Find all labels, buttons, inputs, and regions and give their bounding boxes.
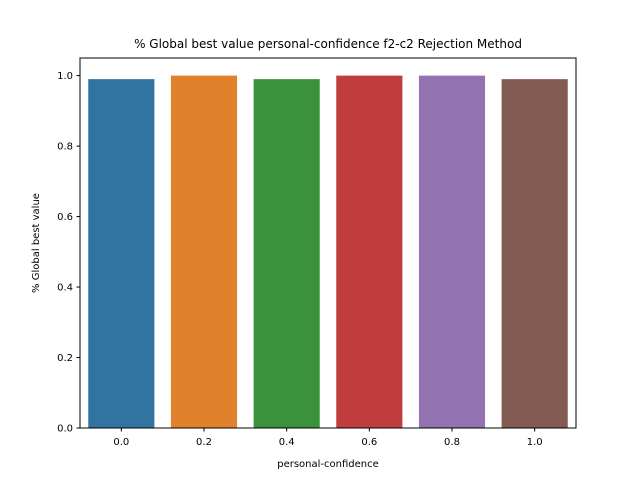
y-tick-label: 0.4 (57, 283, 73, 294)
bar-0.8 (418, 75, 486, 428)
y-axis-ticks: 0.0 0.2 0.4 0.6 0.8 1.0 (57, 71, 80, 435)
bar-1.0 (501, 79, 568, 429)
x-tick-label: 0.0 (113, 437, 129, 448)
bar-0.0 (88, 79, 155, 429)
x-tick-label: 0.6 (361, 437, 377, 448)
chart-title: % Global best value personal-confidence … (134, 37, 522, 51)
y-tick-label: 0.8 (57, 142, 73, 153)
x-tick-label: 0.2 (196, 437, 212, 448)
bar-0.4 (253, 79, 320, 429)
y-tick-label: 1.0 (57, 71, 73, 82)
x-tick-label: 0.4 (279, 437, 295, 448)
bars-group (88, 75, 568, 429)
x-axis-ticks: 0.0 0.2 0.4 0.6 0.8 1.0 (113, 428, 543, 448)
bar-0.2 (170, 75, 238, 428)
plot-frame (79, 57, 577, 429)
bar-0.6 (336, 75, 403, 428)
y-tick-label: 0.0 (57, 424, 73, 435)
x-axis-label: personal-confidence (277, 459, 379, 470)
x-tick-label: 1.0 (527, 437, 543, 448)
y-axis-label: % Global best value (31, 193, 42, 293)
y-tick-label: 0.2 (57, 353, 73, 364)
x-tick-label: 0.8 (444, 437, 460, 448)
y-tick-label: 0.6 (57, 212, 73, 223)
